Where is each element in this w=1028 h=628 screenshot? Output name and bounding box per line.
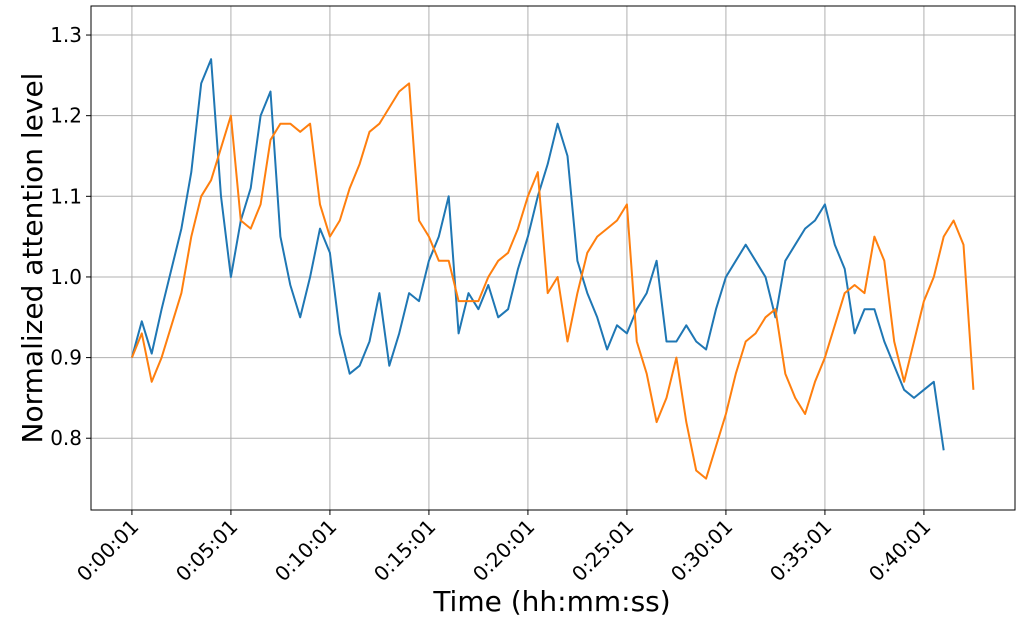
x-tick-label: 0:25:01 [567,515,638,586]
x-tick-label: 0:20:01 [468,515,539,586]
y-tick-label: 0.9 [50,346,82,370]
x-tick-label: 0:15:01 [369,515,440,586]
data-line [130,82,975,480]
x-tick-label: 0:00:01 [72,515,143,586]
y-tick-label: 1.3 [50,23,82,47]
y-tick-label: 0.8 [50,426,82,450]
x-tick-label: 0:35:01 [765,515,836,586]
x-tick-label: 0:30:01 [666,515,737,586]
y-tick-label: 1.2 [50,104,82,128]
x-tick-label: 0:10:01 [270,515,341,586]
y-tick-label: 1.1 [50,184,82,208]
y-axis-label: Normalized attention level [16,73,49,444]
plot-frame [90,5,1016,511]
y-tick-label: 1.0 [50,265,82,289]
data-line [130,58,945,451]
x-tick-label: 0:05:01 [171,515,242,586]
x-tick-label: 0:40:01 [864,515,935,586]
x-axis-label: Time (hh:mm:ss) [432,585,670,618]
